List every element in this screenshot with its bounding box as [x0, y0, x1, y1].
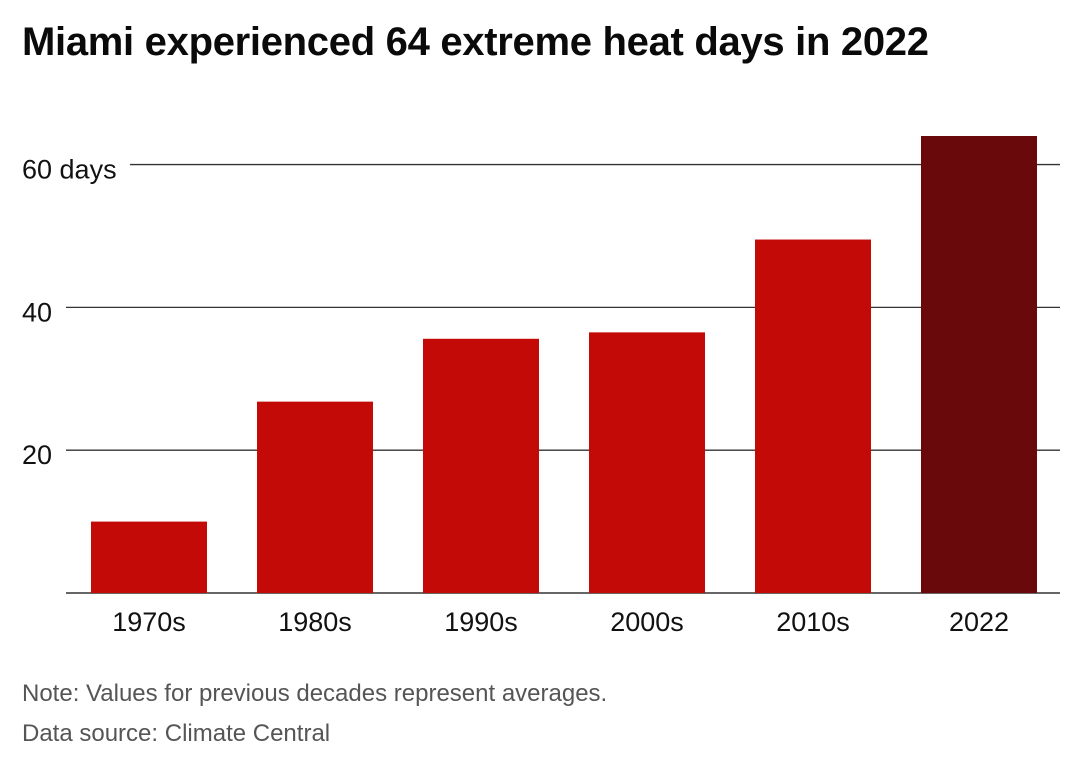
- x-tick-label-2000s: 2000s: [610, 607, 684, 637]
- data-source: Data source: Climate Central: [22, 720, 331, 747]
- gridlines: [66, 163, 1060, 594]
- bars: [91, 136, 1037, 593]
- bar-1970s: [91, 521, 207, 593]
- bar-1990s: [423, 338, 539, 593]
- bar-2022: [921, 136, 1037, 593]
- x-tick-label-1990s: 1990s: [444, 607, 518, 637]
- bar-1980s: [257, 401, 373, 593]
- x-tick-label-1970s: 1970s: [112, 607, 186, 637]
- x-tick-label-1980s: 1980s: [278, 607, 352, 637]
- bar-chart: 20 40 60 days 1970s 1980s 1990s 2000s 2010s 2022: [22, 136, 1060, 637]
- x-tick-label-2022: 2022: [949, 607, 1009, 637]
- y-tick-label-40: 40: [22, 297, 52, 327]
- y-tick-label-20: 20: [22, 440, 52, 470]
- y-tick-label-60: 60 days: [22, 155, 117, 185]
- chart-note: Note: Values for previous decades repres…: [22, 680, 608, 707]
- tick-labels: 20 40 60 days 1970s 1980s 1990s 2000s 2010s 2022: [22, 155, 1009, 637]
- bar-2000s: [589, 332, 705, 593]
- bar-2010s: [755, 239, 871, 593]
- chart-title: Miami experienced 64 extreme heat days i…: [22, 20, 929, 64]
- x-tick-label-2010s: 2010s: [776, 607, 850, 637]
